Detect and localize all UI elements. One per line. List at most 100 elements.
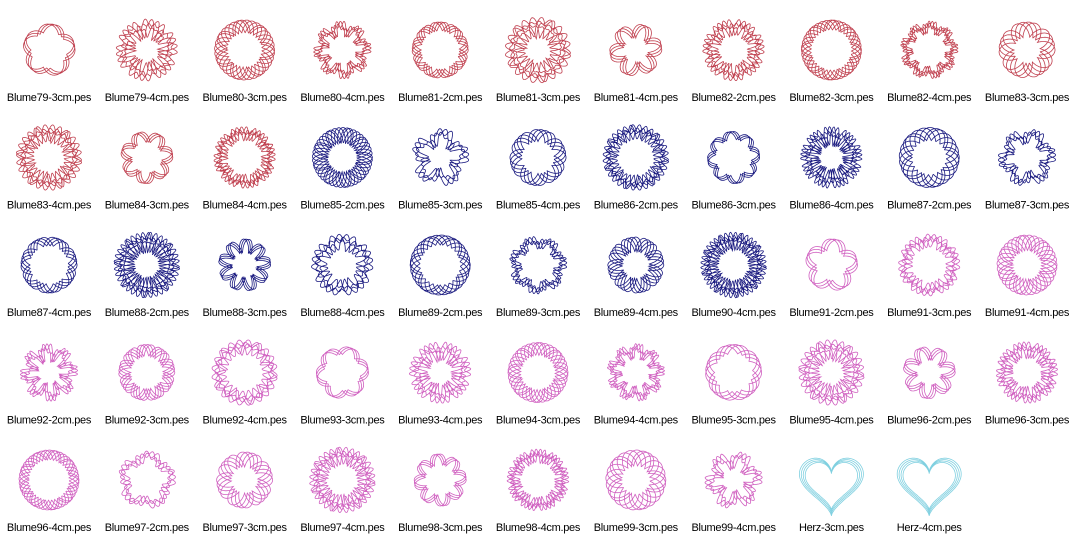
heart-thumbnail	[896, 457, 962, 516]
flower-thumbnail	[218, 238, 271, 291]
file-item[interactable]: Blume99-3cm.pes	[594, 449, 679, 534]
flower-thumbnail	[412, 128, 470, 186]
file-item[interactable]: Blume89-2cm.pes	[398, 234, 483, 319]
file-item[interactable]: Blume91-3cm.pes	[887, 233, 972, 319]
flower-thumbnail	[707, 131, 760, 184]
file-item[interactable]: Blume95-4cm.pes	[789, 339, 875, 427]
file-item[interactable]: Blume80-4cm.pes	[300, 20, 386, 104]
file-item[interactable]: Blume93-3cm.pes	[300, 346, 386, 427]
file-item[interactable]: Blume81-2cm.pes	[398, 21, 483, 104]
file-item[interactable]: Blume86-2cm.pes	[594, 124, 679, 212]
file-item[interactable]: Blume98-3cm.pes	[398, 453, 483, 534]
file-item[interactable]: Blume97-3cm.pes	[203, 451, 288, 534]
file-item[interactable]: Blume83-3cm.pes	[985, 21, 1070, 104]
file-name: Blume99-3cm.pes	[594, 522, 679, 534]
file-item[interactable]: Blume95-3cm.pes	[692, 344, 777, 427]
file-name: Blume89-3cm.pes	[496, 307, 581, 319]
flower-thumbnail	[900, 20, 959, 79]
file-item[interactable]: Blume93-4cm.pes	[398, 341, 483, 426]
flower-thumbnail	[800, 19, 862, 81]
file-item[interactable]: Blume88-4cm.pes	[300, 233, 386, 319]
file-item[interactable]: Blume85-2cm.pes	[300, 127, 386, 212]
file-name: Blume98-3cm.pes	[398, 522, 483, 534]
file-name: Blume85-2cm.pes	[300, 199, 385, 211]
flower-thumbnail	[996, 341, 1058, 404]
file-name: Blume92-3cm.pes	[105, 414, 190, 426]
flower-thumbnail	[311, 233, 374, 296]
file-item[interactable]: Blume96-2cm.pes	[887, 346, 972, 426]
file-item[interactable]: Blume82-3cm.pes	[789, 19, 875, 104]
file-name: Blume88-4cm.pes	[300, 307, 385, 319]
file-name: Blume90-4cm.pes	[692, 307, 777, 319]
file-item[interactable]: Blume83-4cm.pes	[7, 124, 92, 212]
file-name: Blume87-4cm.pes	[7, 307, 92, 319]
file-item[interactable]: Blume91-2cm.pes	[789, 238, 875, 319]
flower-thumbnail	[702, 19, 765, 81]
file-item[interactable]: Blume99-4cm.pes	[692, 451, 777, 534]
file-name: Blume84-3cm.pes	[105, 199, 190, 211]
file-item[interactable]: Blume90-4cm.pes	[692, 231, 777, 319]
file-item[interactable]: Blume92-4cm.pes	[203, 339, 288, 426]
file-name: Blume86-2cm.pes	[594, 199, 679, 211]
flower-thumbnail	[20, 236, 78, 294]
file-item[interactable]: Blume85-3cm.pes	[398, 128, 483, 212]
file-name: Blume89-2cm.pes	[398, 307, 483, 319]
file-item[interactable]: Blume98-4cm.pes	[496, 448, 581, 534]
flower-thumbnail	[506, 448, 570, 511]
file-item[interactable]: Blume88-3cm.pes	[203, 238, 288, 319]
file-item[interactable]: Blume91-4cm.pes	[985, 234, 1070, 319]
file-item[interactable]: Blume92-3cm.pes	[105, 344, 190, 427]
file-item[interactable]: Blume89-4cm.pes	[594, 236, 679, 319]
file-name: Blume93-4cm.pes	[398, 414, 483, 426]
flower-thumbnail	[605, 449, 667, 511]
file-item[interactable]: Blume97-2cm.pes	[105, 450, 190, 534]
flower-thumbnail	[214, 19, 275, 81]
file-item[interactable]: Blume97-4cm.pes	[300, 446, 386, 534]
flower-thumbnail	[898, 233, 961, 297]
file-name: Blume84-4cm.pes	[203, 199, 288, 211]
file-item[interactable]: Blume92-2cm.pes	[7, 343, 92, 427]
file-item[interactable]: Blume96-4cm.pes	[7, 449, 92, 534]
file-item[interactable]: Blume96-3cm.pes	[985, 341, 1070, 426]
file-item[interactable]: Blume84-3cm.pes	[105, 131, 190, 211]
file-item[interactable]: Blume86-4cm.pes	[789, 126, 875, 212]
file-item[interactable]: Blume84-4cm.pes	[203, 126, 288, 212]
file-name: Blume88-2cm.pes	[105, 307, 190, 319]
file-name: Blume91-2cm.pes	[789, 307, 874, 319]
file-item[interactable]: Blume89-3cm.pes	[496, 236, 581, 319]
file-item[interactable]: Blume82-4cm.pes	[887, 20, 972, 104]
flower-thumbnail	[805, 238, 858, 291]
file-item[interactable]: Blume94-3cm.pes	[496, 342, 581, 427]
file-name: Blume96-3cm.pes	[985, 414, 1070, 426]
file-item[interactable]: Blume82-2cm.pes	[692, 19, 777, 104]
file-item[interactable]: Blume85-4cm.pes	[496, 129, 581, 212]
file-name: Blume81-4cm.pes	[594, 92, 679, 104]
file-name: Blume88-3cm.pes	[203, 307, 288, 319]
file-item[interactable]: Herz-3cm.pes	[798, 457, 865, 534]
file-name: Blume94-4cm.pes	[594, 414, 679, 426]
heart-thumbnail	[798, 457, 864, 516]
file-item[interactable]: Blume80-3cm.pes	[203, 19, 288, 104]
flower-thumbnail	[903, 346, 956, 399]
file-item[interactable]: Blume86-3cm.pes	[692, 131, 777, 212]
file-item[interactable]: Blume87-3cm.pes	[985, 129, 1070, 212]
file-item[interactable]: Blume81-3cm.pes	[496, 17, 581, 104]
file-item[interactable]: Blume88-2cm.pes	[105, 231, 190, 319]
file-name: Blume81-3cm.pes	[496, 92, 581, 104]
file-item[interactable]: Blume79-4cm.pes	[105, 18, 190, 104]
file-item[interactable]: Blume94-4cm.pes	[594, 342, 679, 427]
file-item[interactable]: Blume87-2cm.pes	[887, 127, 972, 212]
file-name: Blume97-4cm.pes	[300, 522, 385, 534]
flower-thumbnail	[607, 236, 665, 294]
flower-thumbnail	[409, 234, 471, 296]
flower-thumbnail	[700, 231, 767, 299]
file-name: Blume87-2cm.pes	[887, 199, 972, 211]
file-item[interactable]: Blume81-4cm.pes	[594, 24, 679, 104]
file-name: Blume82-4cm.pes	[887, 92, 972, 104]
file-item[interactable]: Herz-4cm.pes	[896, 457, 963, 534]
flower-thumbnail	[211, 339, 278, 406]
file-item[interactable]: Blume79-3cm.pes	[7, 23, 92, 104]
file-name: Blume89-4cm.pes	[594, 307, 679, 319]
file-name: Blume86-3cm.pes	[692, 199, 777, 211]
file-item[interactable]: Blume87-4cm.pes	[7, 236, 92, 319]
